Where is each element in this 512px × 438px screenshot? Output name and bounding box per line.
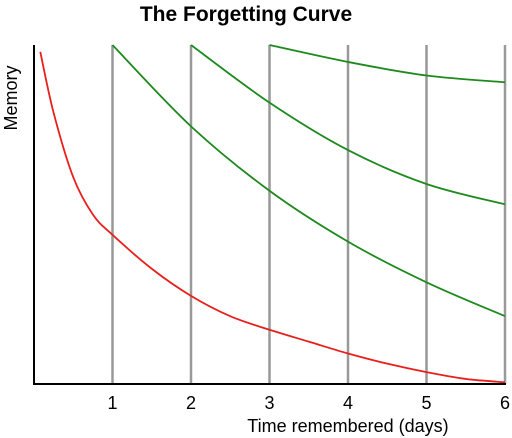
x-tick-label-6: 6 [500, 393, 510, 413]
review-lines [111, 45, 507, 384]
review-curve-line-2 [190, 44, 506, 206]
series-layer [39, 44, 506, 384]
review-curve-line-1 [111, 44, 506, 318]
x-tick-labels: 1 2 3 4 5 6 [107, 393, 510, 413]
review-curve-line-3 [269, 44, 506, 84]
x-tick-label-2: 2 [186, 393, 196, 413]
x-axis-label: Time remembered (days) [247, 416, 448, 436]
x-tick-label-1: 1 [107, 393, 117, 413]
y-axis-label: Memory [1, 65, 21, 130]
x-tick-label-3: 3 [264, 393, 274, 413]
chart-title: The Forgetting Curve [140, 3, 352, 26]
x-tick-label-5: 5 [421, 393, 431, 413]
forgetting-curve-line [39, 51, 506, 384]
x-tick-label-4: 4 [343, 393, 353, 413]
